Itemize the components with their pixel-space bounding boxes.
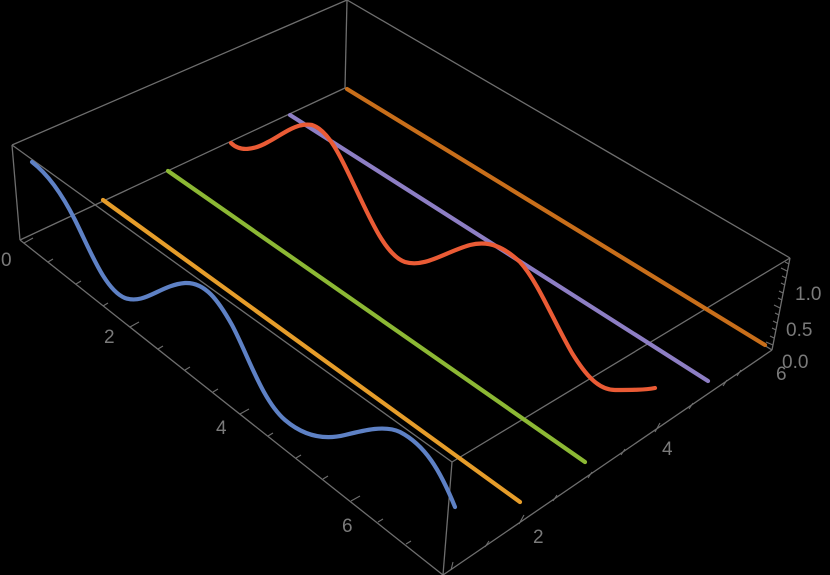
series-4-line[interactable] <box>228 122 658 393</box>
series-3-line[interactable] <box>165 168 588 465</box>
x-tick-2: 2 <box>104 327 115 348</box>
z-tick-0.0: 0.0 <box>782 352 808 373</box>
z-tick-0.5: 0.5 <box>786 320 812 341</box>
z-axis-ticks <box>765 261 790 346</box>
x-axis-ticks <box>23 237 412 545</box>
x-axis-tick-labels: 0 2 4 6 <box>1 250 353 537</box>
y-axis-tick-labels: 2 4 6 <box>533 364 787 548</box>
z-tick-1.0: 1.0 <box>795 284 821 305</box>
series-1-line[interactable] <box>29 159 458 510</box>
y-axis-ticks <box>450 369 742 571</box>
series-6-line[interactable] <box>344 86 768 348</box>
x-tick-4: 4 <box>216 418 227 439</box>
y-tick-2: 2 <box>533 527 544 548</box>
z-axis-tick-labels: 0.0 0.5 1.0 <box>782 284 821 373</box>
series-lines <box>29 86 768 510</box>
x-tick-0: 0 <box>1 250 12 271</box>
y-tick-4: 4 <box>662 439 673 460</box>
series-2-line[interactable] <box>100 197 523 505</box>
x-tick-6: 6 <box>342 516 353 537</box>
y-tick-6: 6 <box>776 364 787 385</box>
